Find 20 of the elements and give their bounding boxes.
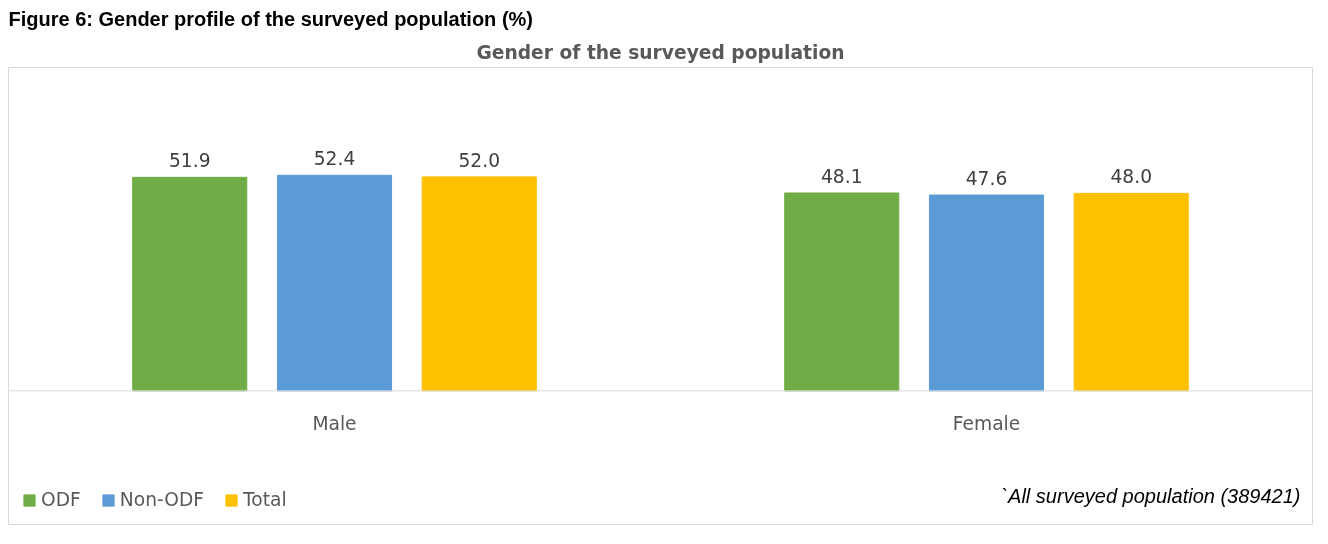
- bar: [276, 174, 393, 392]
- data-label: 48.1: [820, 165, 863, 187]
- bar: [928, 194, 1045, 392]
- legend-label: Total: [243, 489, 287, 510]
- bar: [1073, 192, 1189, 392]
- chart-title: Gender of the surveyed population: [476, 41, 845, 63]
- text: `All surveyed population (389421): [1001, 484, 1301, 507]
- data-label: 51.9: [168, 150, 211, 172]
- bar: [784, 192, 900, 392]
- caption: Figure 6: Gender profile of the surveyed population (%): [8, 7, 533, 30]
- data-label: 47.6: [965, 168, 1008, 190]
- legend-label: ODF: [41, 489, 81, 510]
- legend-label: Non-ODF: [119, 489, 205, 510]
- data-label: 52.4: [313, 148, 356, 170]
- x-tick-label: Female: [952, 412, 1021, 434]
- bar: [421, 176, 537, 392]
- data-label: 48.0: [1110, 166, 1153, 188]
- x-tick-label: Male: [312, 412, 357, 434]
- bar: [132, 176, 248, 392]
- data-label: 52.0: [458, 149, 501, 171]
